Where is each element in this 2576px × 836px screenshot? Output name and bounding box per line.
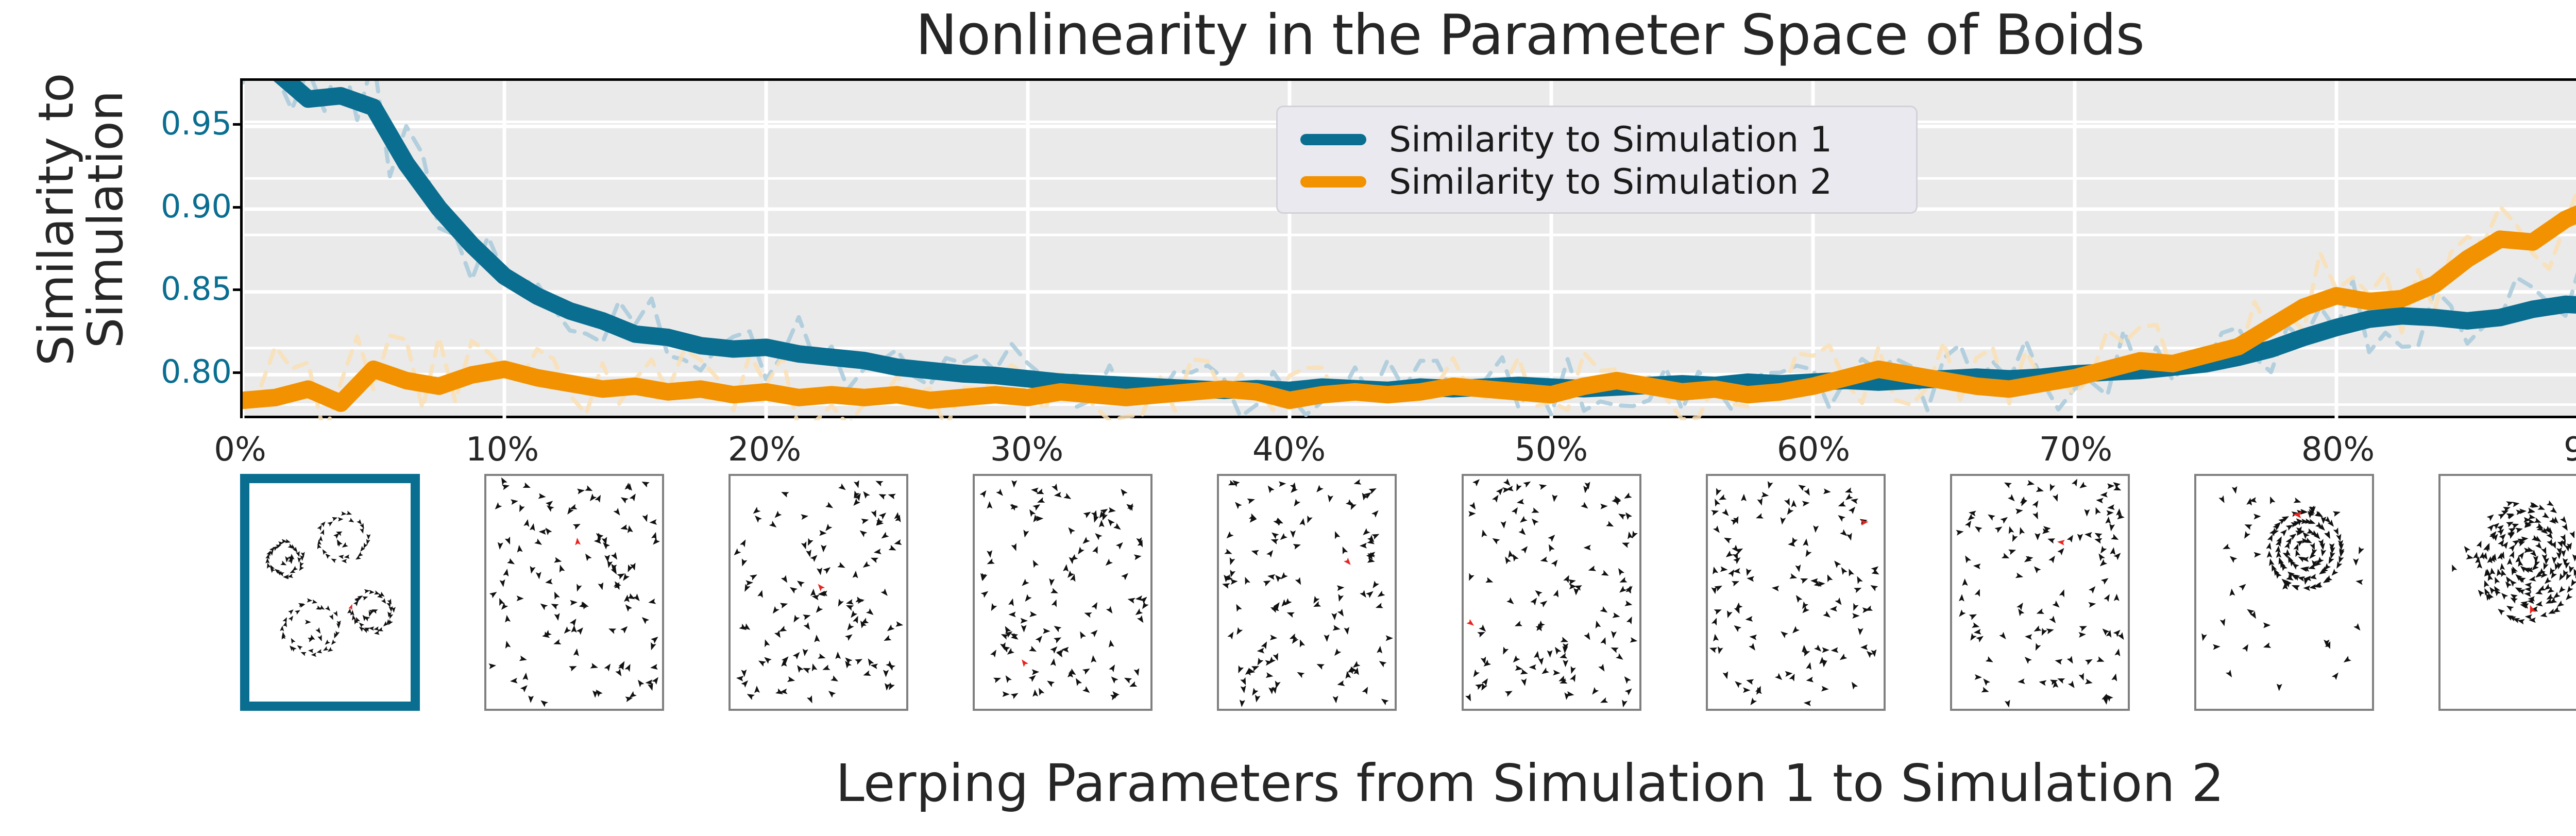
simulation-thumbnail[interactable] <box>240 474 420 711</box>
boid-frame-90 <box>2452 500 2576 625</box>
y-axis-label: Similarity to Simulation <box>28 73 134 366</box>
x-tick-label: 50% <box>1514 431 1588 469</box>
simulation-thumbnail[interactable] <box>2438 474 2576 711</box>
simulation-thumbnail[interactable] <box>1706 474 1886 711</box>
x-tick-label: 90% <box>2563 431 2576 469</box>
boid-frame-10 <box>488 477 660 707</box>
boid-frame-0 <box>265 510 396 657</box>
legend-label-series1: Similarity to Simulation 1 <box>1389 119 1833 160</box>
x-tick-label: 20% <box>727 431 802 469</box>
boid-frame-30 <box>979 480 1149 701</box>
legend-item-series2[interactable]: Similarity to Simulation 2 <box>1278 161 1916 203</box>
simulation-thumbnail[interactable] <box>1950 474 2130 711</box>
simulation-thumbnail[interactable] <box>728 474 908 711</box>
left-y-tick-label: 0.90 <box>160 187 232 225</box>
chart-legend: Similarity to Simulation 1 Similarity to… <box>1276 106 1918 214</box>
boid-frame-50 <box>1465 478 1638 708</box>
simulation-thumbnail[interactable] <box>1462 474 1641 711</box>
legend-swatch-series2 <box>1300 176 1366 187</box>
page-title: Nonlinearity in the Parameter Space of B… <box>916 3 2145 67</box>
x-tick-label: 0% <box>214 431 266 469</box>
boid-frame-20 <box>734 480 904 704</box>
boid-frame-70 <box>1956 479 2125 708</box>
boid-frame-80 <box>2201 486 2364 691</box>
x-axis-label: Lerping Parameters from Simulation 1 to … <box>835 753 2225 813</box>
left-y-tick-label: 0.85 <box>160 270 232 308</box>
left-y-axis-ticks: 0.95 0.90 0.85 0.80 <box>155 78 243 418</box>
legend-item-series1[interactable]: Similarity to Simulation 1 <box>1278 118 1916 161</box>
left-y-tick-mark <box>233 206 243 209</box>
boid-frame-60 <box>1709 481 1879 706</box>
simulation-thumbnail[interactable] <box>484 474 664 711</box>
x-tick-label: 30% <box>990 431 1064 469</box>
left-y-tick-mark <box>233 371 243 374</box>
legend-label-series2: Similarity to Simulation 2 <box>1389 161 1833 202</box>
x-axis-ticks: 0%10%20%30%40%50%60%70%80%90%100% <box>214 426 2576 473</box>
x-tick-label: 70% <box>2039 431 2113 469</box>
legend-swatch-series1 <box>1300 134 1366 145</box>
left-y-tick-label: 0.80 <box>160 353 232 391</box>
left-y-tick-mark <box>233 123 243 126</box>
simulation-thumbnail[interactable] <box>973 474 1153 711</box>
x-tick-label: 80% <box>2301 431 2375 469</box>
boid-frame-40 <box>1222 479 1393 707</box>
left-y-tick-mark <box>233 288 243 292</box>
left-y-tick-label: 0.95 <box>160 104 232 142</box>
simulation-thumbnail[interactable] <box>2194 474 2374 711</box>
simulation-thumbnail-strip <box>240 474 2576 716</box>
x-tick-label: 40% <box>1252 431 1326 469</box>
simulation-thumbnail[interactable] <box>1217 474 1397 711</box>
x-tick-label: 10% <box>465 431 539 469</box>
x-tick-label: 60% <box>1776 431 1851 469</box>
